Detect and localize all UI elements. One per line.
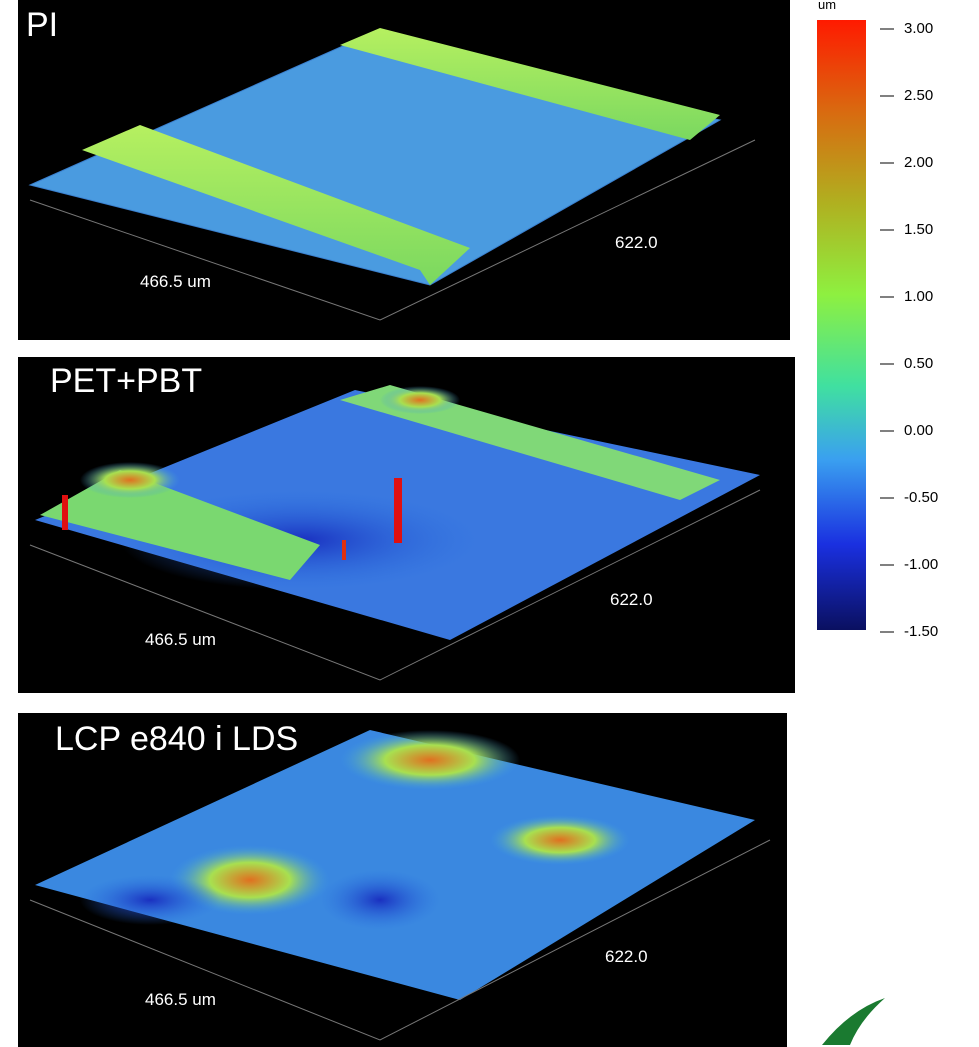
tick-label: -1.50: [904, 623, 938, 640]
tick-label: 1.00: [904, 288, 933, 305]
panel-label: PET+PBT: [50, 362, 202, 400]
panel-label: LCP e840 i LDS: [55, 720, 298, 758]
tick-label: 2.00: [904, 154, 933, 171]
x-axis-label: 466.5 um: [145, 630, 216, 649]
figure-canvas: PI 466.5 um 622.0 PET+PBT 466.5 um 622.0…: [0, 0, 979, 1047]
tick-label: 2.50: [904, 87, 933, 104]
x-axis-label: 466.5 um: [140, 272, 211, 291]
colorbar-unit: um: [818, 0, 836, 12]
panel-pi: PI 466.5 um 622.0: [18, 0, 790, 340]
tick-label: -0.50: [904, 489, 938, 506]
y-axis-label: 622.0: [605, 947, 648, 966]
y-axis-label: 622.0: [610, 590, 653, 609]
tick-label: 1.50: [904, 221, 933, 238]
panel-label: PI: [26, 6, 58, 44]
logo: [822, 998, 885, 1045]
panel-pet-pbt: PET+PBT 466.5 um 622.0: [18, 357, 795, 693]
y-axis-label: 622.0: [615, 233, 658, 252]
tick-label: -1.00: [904, 556, 938, 573]
figure: PI 466.5 um 622.0 PET+PBT 466.5 um 622.0…: [0, 0, 979, 1047]
tick-label: 0.50: [904, 355, 933, 372]
panel-lcp: LCP e840 i LDS 466.5 um 622.0: [18, 713, 787, 1047]
x-axis-label: 466.5 um: [145, 990, 216, 1009]
colorbar: um 3.00 2.50 2.00 1.50 1.00 0.50 0.00 -0.50 -1.0…: [817, 0, 938, 640]
tick-label: 3.00: [904, 20, 933, 37]
tick-label: 0.00: [904, 422, 933, 439]
